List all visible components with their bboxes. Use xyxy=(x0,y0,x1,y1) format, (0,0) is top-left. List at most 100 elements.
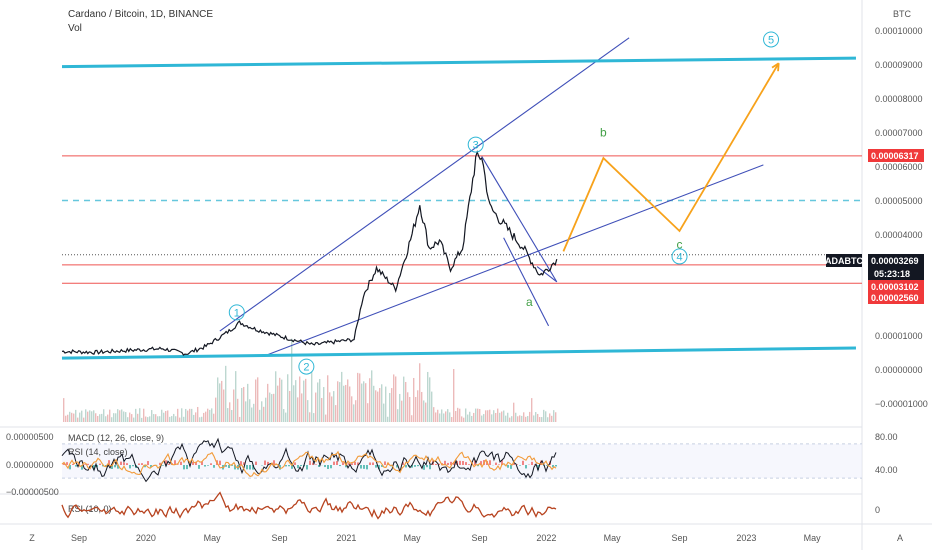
volume-bar xyxy=(543,410,544,422)
volume-bar xyxy=(301,393,302,422)
macd-histogram-bar xyxy=(297,465,299,468)
volume-bar xyxy=(363,381,364,422)
macd-histogram-bar xyxy=(429,465,431,469)
rsi-tick-label: 40.00 xyxy=(875,465,898,475)
volume-bar xyxy=(245,401,246,422)
volume-bar xyxy=(299,377,300,422)
volume-bar xyxy=(207,409,208,422)
volume-bar xyxy=(283,409,284,422)
macd-histogram-bar xyxy=(198,465,200,469)
volume-bar xyxy=(445,411,446,422)
wave-label-c: c xyxy=(677,238,683,252)
volume-bar xyxy=(315,393,316,422)
volume-bar xyxy=(455,411,456,422)
volume-bar xyxy=(527,416,528,422)
macd-histogram-bar xyxy=(300,465,302,466)
volume-bar xyxy=(465,408,466,422)
volume-bar xyxy=(407,392,408,422)
macd-tick-label: 0.00000000 xyxy=(6,460,54,470)
macd-histogram-bar xyxy=(414,465,416,467)
volume-bar xyxy=(229,402,230,422)
volume-bar xyxy=(121,409,122,422)
time-tick-label: 2023 xyxy=(736,533,756,543)
volume-bar xyxy=(185,409,186,422)
volume-bar xyxy=(179,418,180,422)
time-tick-label: Sep xyxy=(672,533,688,543)
volume-bar xyxy=(495,413,496,422)
macd-histogram-bar xyxy=(459,461,461,465)
macd-histogram-bar xyxy=(525,465,527,468)
volume-bar xyxy=(93,410,94,422)
price-tick-label: 0.00009000 xyxy=(875,60,923,70)
volume-bar xyxy=(267,384,268,422)
macd-histogram-bar xyxy=(120,462,122,465)
volume-bar xyxy=(239,417,240,422)
macd-histogram-bar xyxy=(522,461,524,465)
volume-bar xyxy=(371,370,372,422)
volume-bar xyxy=(189,409,190,422)
volume-bar xyxy=(375,390,376,422)
wave-letter: a xyxy=(526,295,533,309)
macd-histogram-bar xyxy=(372,462,374,465)
volume-bar xyxy=(413,378,414,422)
macd-histogram-bar xyxy=(180,462,182,465)
volume-bar xyxy=(359,373,360,422)
volume-bar xyxy=(361,384,362,422)
wave-letter: b xyxy=(600,126,607,140)
volume-bar xyxy=(253,404,254,422)
volume-bar xyxy=(155,414,156,422)
volume-bar xyxy=(135,409,136,422)
volume-bar xyxy=(427,372,428,422)
volume-bar xyxy=(409,397,410,422)
volume-bar xyxy=(153,414,154,422)
wave-number: 4 xyxy=(676,251,682,263)
macd-histogram-bar xyxy=(99,464,101,465)
volume-bar xyxy=(423,400,424,422)
macd-histogram-bar xyxy=(327,465,329,469)
volume-bar xyxy=(211,408,212,422)
volume-bar xyxy=(457,408,458,422)
volume-bar xyxy=(165,411,166,422)
volume-bar xyxy=(195,412,196,422)
volume-bar xyxy=(335,405,336,422)
volume-bar xyxy=(263,407,264,422)
volume-bar xyxy=(141,418,142,422)
volume-bar xyxy=(447,409,448,422)
volume-bar xyxy=(105,416,106,422)
volume-bar xyxy=(303,381,304,422)
volume-bar xyxy=(461,416,462,422)
time-tick-label: May xyxy=(804,533,822,543)
rsi-band-fill xyxy=(62,444,862,478)
price-tick-label: 0.00008000 xyxy=(875,94,923,104)
volume-bar xyxy=(453,369,454,422)
volume-bar xyxy=(519,415,520,422)
volume-bar xyxy=(277,386,278,422)
volume-bar xyxy=(329,392,330,422)
macd-histogram-bar xyxy=(351,463,353,465)
macd-histogram-bar xyxy=(324,465,326,467)
volume-bar xyxy=(539,417,540,422)
volume-bar xyxy=(545,411,546,422)
auto-scale-button[interactable]: A xyxy=(897,533,903,543)
macd-histogram-bar xyxy=(531,462,533,465)
macd-histogram-bar xyxy=(342,462,344,465)
volume-bar xyxy=(291,339,292,422)
volume-bar xyxy=(205,412,206,422)
timezone-button[interactable]: Z xyxy=(29,533,35,543)
volume-bar xyxy=(395,376,396,422)
volume-bar xyxy=(525,417,526,422)
macd-histogram-bar xyxy=(285,465,287,466)
macd-histogram-bar xyxy=(183,465,185,469)
volume-bar xyxy=(431,392,432,422)
volume-bar xyxy=(537,414,538,422)
macd-histogram-bar xyxy=(369,462,371,465)
volume-bar xyxy=(129,413,130,422)
volume-bar xyxy=(521,416,522,422)
volume-bar xyxy=(481,416,482,422)
macd-histogram-bar xyxy=(468,464,470,465)
volume-bar xyxy=(369,378,370,422)
volume-bar xyxy=(343,386,344,422)
volume-bar xyxy=(157,416,158,422)
volume-bar xyxy=(97,416,98,422)
volume-bar xyxy=(241,388,242,422)
